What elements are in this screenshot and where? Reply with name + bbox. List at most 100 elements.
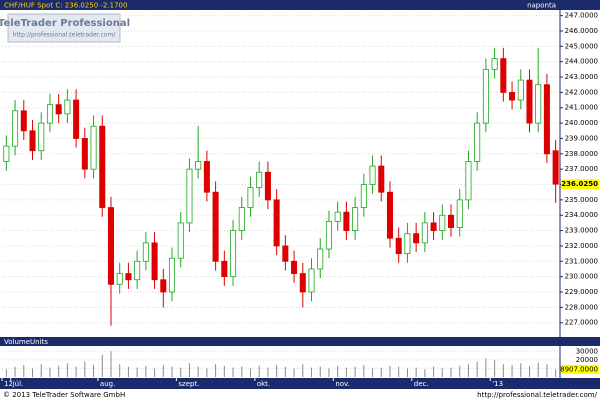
volume-bar bbox=[110, 351, 112, 377]
volume-bar bbox=[267, 367, 269, 377]
candle-body bbox=[29, 130, 36, 152]
y-tick-label: 239.0000 bbox=[565, 134, 598, 142]
volume-bar bbox=[398, 366, 400, 377]
candle-body bbox=[203, 161, 210, 193]
candle-body bbox=[160, 279, 167, 293]
y-tick-label: 238.0000 bbox=[565, 150, 598, 158]
x-axis-bar bbox=[0, 378, 600, 389]
candle-body bbox=[247, 187, 254, 208]
last-price-label: 236.0250 bbox=[561, 180, 598, 188]
volume-bar bbox=[537, 362, 539, 377]
y-tick-label: 233.0000 bbox=[565, 227, 598, 235]
chart-title: CHF/HUF Spot C: 236.0250 -2.1700 bbox=[4, 2, 127, 10]
candle-body bbox=[64, 99, 71, 115]
volume-bar bbox=[75, 366, 77, 377]
candle-body bbox=[116, 273, 123, 285]
y-tick-label: 234.0000 bbox=[565, 211, 598, 219]
candle-body bbox=[482, 68, 489, 124]
candle-body bbox=[474, 122, 481, 162]
candle-body bbox=[177, 222, 184, 259]
volume-bar bbox=[145, 365, 147, 377]
candle-body bbox=[421, 222, 428, 244]
x-tick-label: júl. bbox=[12, 380, 24, 388]
x-tick-label: aug. bbox=[100, 380, 115, 388]
volume-bar bbox=[337, 365, 339, 377]
candle-body bbox=[386, 191, 393, 239]
volume-bar bbox=[345, 367, 347, 377]
last-price-box bbox=[561, 179, 599, 190]
watermark-box bbox=[7, 13, 121, 43]
candle-body bbox=[552, 150, 559, 185]
volume-bar bbox=[467, 364, 469, 377]
y-tick-label: 245.0000 bbox=[565, 42, 598, 50]
candle-body bbox=[73, 99, 80, 139]
volume-bar bbox=[127, 366, 129, 377]
volume-bar bbox=[66, 363, 68, 377]
volume-bar bbox=[241, 366, 243, 377]
x-tick-label: '13 bbox=[492, 380, 503, 388]
candle-body bbox=[343, 211, 350, 231]
volume-title: VolumeUnits bbox=[4, 338, 48, 346]
candle-body bbox=[107, 207, 115, 285]
y-tick-label: 230.0000 bbox=[565, 273, 598, 281]
candle-body bbox=[465, 161, 472, 201]
volume-bar bbox=[546, 364, 548, 377]
volume-bar bbox=[406, 368, 408, 377]
candle-body bbox=[491, 58, 498, 70]
volume-bar bbox=[180, 367, 182, 377]
x-tick-label: dec. bbox=[414, 380, 429, 388]
candle-body bbox=[439, 214, 446, 231]
x-tick-label: szept. bbox=[178, 380, 199, 388]
y-tick-label: 235.0000 bbox=[565, 196, 598, 204]
volume-bar bbox=[206, 368, 208, 377]
candle-body bbox=[221, 260, 228, 278]
candle-body bbox=[352, 207, 359, 231]
candle-body bbox=[360, 184, 367, 208]
y-tick-label: 240.0000 bbox=[565, 119, 598, 127]
volume-bar bbox=[555, 369, 557, 377]
candle-body bbox=[46, 104, 53, 124]
y-tick-label: 229.0000 bbox=[565, 288, 598, 296]
volume-bar bbox=[32, 368, 34, 377]
x-tick-label: okt. bbox=[257, 380, 270, 388]
volume-bar bbox=[5, 369, 7, 377]
volume-bar bbox=[380, 367, 382, 377]
volume-bar bbox=[328, 368, 330, 377]
volume-header bbox=[0, 337, 600, 346]
candle-body bbox=[282, 245, 289, 262]
volume-bar bbox=[49, 367, 51, 377]
candle-body bbox=[404, 233, 411, 255]
volume-bar bbox=[389, 365, 391, 377]
volume-bar bbox=[363, 365, 365, 377]
footer-right: http://professional.teletrader.com/ bbox=[477, 391, 597, 399]
candle-body bbox=[535, 84, 542, 124]
volume-bar bbox=[354, 366, 356, 377]
candle-body bbox=[517, 79, 524, 101]
y-tick-label: 232.0000 bbox=[565, 242, 598, 250]
y-tick-label: 247.0000 bbox=[565, 12, 598, 20]
y-tick-label: 243.0000 bbox=[565, 73, 598, 81]
volume-bar bbox=[258, 365, 260, 377]
candle-body bbox=[509, 91, 516, 101]
y-tick-label: 241.0000 bbox=[565, 104, 598, 112]
candle-body bbox=[99, 125, 106, 208]
candle-body bbox=[395, 237, 402, 255]
volume-bar bbox=[154, 368, 156, 377]
volume-bar bbox=[302, 364, 304, 377]
candle-body bbox=[90, 125, 97, 170]
candle-body bbox=[230, 230, 237, 278]
candle-body bbox=[299, 273, 306, 293]
y-tick-label: 231.0000 bbox=[565, 257, 598, 265]
candle-body bbox=[500, 58, 507, 93]
candle-body bbox=[430, 222, 437, 231]
volume-bar bbox=[171, 366, 173, 377]
volume-bar bbox=[319, 366, 321, 377]
candle-body bbox=[291, 260, 298, 274]
volume-bar bbox=[415, 367, 417, 377]
y2-tick-label: 30000 bbox=[576, 347, 598, 355]
volume-bar bbox=[249, 368, 251, 377]
volume-bar bbox=[232, 367, 234, 377]
watermark-title: TeleTrader Professional bbox=[0, 18, 130, 29]
period: naponta bbox=[527, 2, 556, 10]
